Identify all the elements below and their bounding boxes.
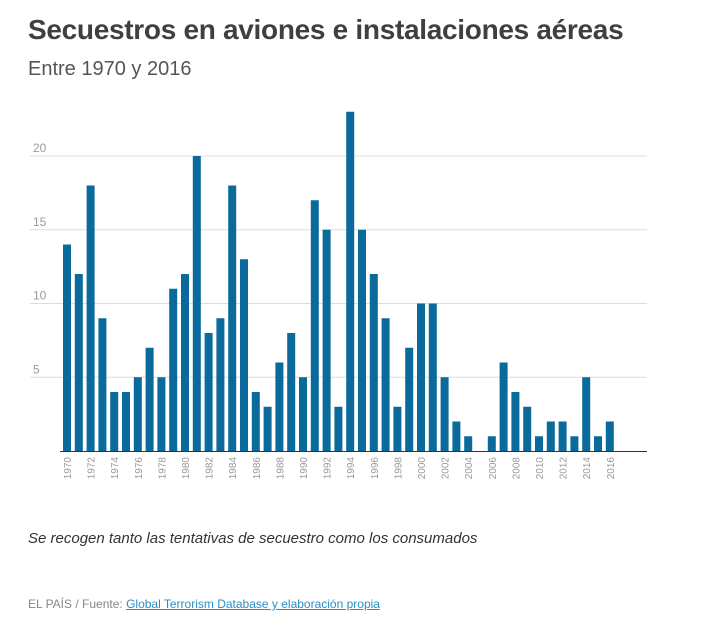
bar-2006 [487, 436, 496, 451]
x-tick-label: 1992 [323, 457, 334, 480]
x-tick-label: 1986 [252, 457, 263, 480]
y-tick-label: 15 [33, 215, 47, 229]
x-tick-label: 2004 [464, 457, 475, 480]
bar-1999 [405, 347, 414, 451]
bar-layer [63, 111, 614, 451]
x-tick-label: 1988 [275, 457, 286, 480]
x-tick-label: 1980 [181, 457, 192, 480]
bar-2008 [511, 392, 520, 451]
bar-1987 [263, 406, 272, 451]
chart-title: Secuestros en aviones e instalaciones aé… [28, 14, 624, 45]
bar-1977 [145, 347, 154, 451]
bar-1978 [157, 377, 166, 451]
source-link[interactable]: Global Terrorism Database y elaboración … [126, 597, 380, 611]
bar-2000 [417, 303, 425, 451]
x-tick-label: 2000 [417, 457, 428, 480]
bar-1975 [122, 392, 130, 451]
y-tick-label: 5 [33, 362, 40, 376]
bar-1984 [228, 185, 237, 451]
x-tick-label: 1972 [87, 457, 98, 480]
x-tick-label: 1994 [346, 457, 357, 480]
bar-1976 [133, 377, 142, 451]
x-tick-label: 2014 [582, 457, 593, 480]
x-tick-label: 1982 [205, 457, 216, 480]
x-tick-label: 1976 [134, 457, 145, 480]
grid-layer: 5 10 15 20 [30, 141, 647, 378]
bar-1995 [358, 229, 366, 451]
bar-chart: 5 10 15 20 1970 1972 1974 1976 1978 1980 1982 1984… [30, 111, 647, 480]
bar-2015 [594, 436, 602, 451]
x-tick-label: 2016 [606, 457, 617, 480]
bar-1985 [240, 259, 248, 451]
x-tick-label: 2010 [535, 457, 546, 480]
bar-2011 [546, 421, 555, 451]
bar-1991 [310, 200, 319, 451]
chart-subtitle: Entre 1970 y 2016 [28, 58, 192, 80]
bar-1983 [216, 318, 225, 451]
bar-1998 [393, 406, 402, 451]
source-prefix: EL PAÍS / Fuente: [28, 597, 127, 611]
axis-layer: 1970 1972 1974 1976 1978 1980 1982 1984 1986 1988… [60, 451, 647, 480]
y-tick-label: 10 [33, 289, 47, 303]
bar-1974 [110, 392, 119, 451]
x-tick-label: 1998 [393, 457, 404, 480]
bar-2007 [499, 362, 508, 451]
source-line: EL PAÍS / Fuente: Global Terrorism Datab… [28, 597, 380, 611]
bar-1992 [322, 229, 331, 451]
x-tick-label: 1970 [63, 457, 74, 480]
bar-1996 [369, 274, 378, 451]
bar-1993 [334, 406, 343, 451]
bar-2014 [582, 377, 591, 451]
bar-2009 [523, 406, 532, 451]
bar-1988 [275, 362, 284, 451]
bar-1980 [181, 274, 189, 451]
x-tick-label: 2002 [441, 457, 452, 480]
bar-1970 [63, 244, 71, 451]
bar-1990 [299, 377, 307, 451]
x-tick-label: 1978 [157, 457, 168, 480]
bar-2001 [428, 303, 437, 451]
bar-1989 [287, 333, 296, 451]
bar-1994 [346, 111, 355, 451]
bar-2012 [558, 421, 567, 451]
x-tick-label: 2012 [559, 457, 570, 480]
x-tick-label: 1990 [299, 457, 310, 480]
bar-1979 [169, 288, 178, 451]
bar-1972 [86, 185, 95, 451]
bar-2010 [535, 436, 543, 451]
x-tick-label: 1974 [110, 457, 121, 480]
bar-1986 [251, 392, 260, 451]
bar-1973 [98, 318, 107, 451]
x-tick-label: 2006 [488, 457, 499, 480]
bar-1997 [381, 318, 390, 451]
x-tick-label: 1996 [370, 457, 381, 480]
chart-note: Se recogen tanto las tentativas de secue… [28, 530, 478, 547]
x-tick-label: 1984 [228, 457, 239, 480]
y-tick-label: 20 [33, 141, 47, 155]
bar-1982 [204, 333, 213, 451]
bar-1981 [192, 156, 201, 451]
bar-2003 [452, 421, 461, 451]
x-tick-label: 2008 [511, 457, 522, 480]
bar-1971 [74, 274, 83, 451]
bar-2004 [464, 436, 473, 451]
bar-2002 [440, 377, 449, 451]
bar-2013 [570, 436, 579, 451]
bar-2016 [605, 421, 614, 451]
